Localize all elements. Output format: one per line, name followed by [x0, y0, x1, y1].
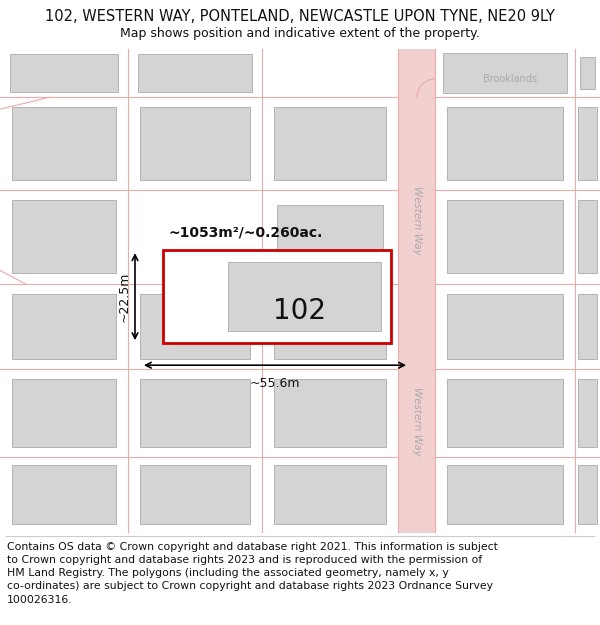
- Bar: [274, 294, 386, 359]
- Bar: [12, 294, 116, 359]
- Bar: [12, 200, 116, 274]
- Text: Brooklands: Brooklands: [483, 74, 537, 84]
- Bar: [10, 54, 118, 92]
- Bar: [140, 294, 250, 359]
- Bar: [274, 465, 386, 524]
- Text: Map shows position and indicative extent of the property.: Map shows position and indicative extent…: [120, 27, 480, 40]
- Bar: [578, 465, 597, 524]
- Bar: [580, 57, 595, 89]
- Bar: [163, 250, 391, 343]
- Bar: [578, 294, 597, 359]
- Bar: [578, 379, 597, 447]
- Text: ~55.6m: ~55.6m: [250, 378, 300, 390]
- Bar: [228, 262, 381, 331]
- Text: ~22.5m: ~22.5m: [118, 271, 131, 322]
- Bar: [140, 107, 250, 180]
- Bar: [140, 465, 250, 524]
- Bar: [274, 379, 386, 447]
- Text: 102: 102: [273, 297, 326, 324]
- Text: Contains OS data © Crown copyright and database right 2021. This information is : Contains OS data © Crown copyright and d…: [7, 542, 498, 604]
- Bar: [12, 107, 116, 180]
- Bar: [12, 379, 116, 447]
- Bar: [447, 379, 563, 447]
- Bar: [447, 200, 563, 274]
- Bar: [398, 49, 435, 532]
- Bar: [12, 465, 116, 524]
- Bar: [447, 294, 563, 359]
- Text: Western Way: Western Way: [412, 388, 421, 456]
- Bar: [578, 107, 597, 180]
- Bar: [140, 379, 250, 447]
- Text: ~1053m²/~0.260ac.: ~1053m²/~0.260ac.: [168, 225, 322, 239]
- Bar: [138, 54, 252, 92]
- Bar: [277, 205, 383, 269]
- Text: Western Way: Western Way: [412, 186, 421, 254]
- Bar: [274, 107, 386, 180]
- Bar: [578, 200, 597, 274]
- Bar: [447, 465, 563, 524]
- Text: 102, WESTERN WAY, PONTELAND, NEWCASTLE UPON TYNE, NE20 9LY: 102, WESTERN WAY, PONTELAND, NEWCASTLE U…: [45, 9, 555, 24]
- Bar: [443, 52, 567, 93]
- Bar: [447, 107, 563, 180]
